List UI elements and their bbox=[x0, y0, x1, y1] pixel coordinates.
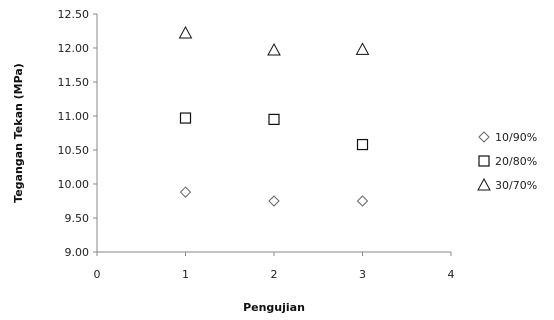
y-tick-label: 11.00 bbox=[58, 110, 90, 123]
y-axis-ticks: 9.00 9.50 10.00 10.50 11.00 11.50 12.00 12.50 bbox=[58, 8, 97, 259]
data-markers bbox=[178, 25, 370, 207]
y-tick-label: 10.50 bbox=[58, 144, 90, 157]
x-tick-label: 3 bbox=[359, 268, 366, 281]
legend-marker-square bbox=[478, 155, 490, 167]
legend-label: 30/70% bbox=[495, 179, 537, 192]
data-point-square bbox=[268, 113, 280, 126]
y-axis-title: Tegangan Tekan (MPa) bbox=[12, 63, 25, 203]
data-point-diamond bbox=[356, 195, 369, 207]
legend-marker-triangle bbox=[477, 177, 491, 191]
data-point-diamond bbox=[179, 186, 192, 198]
y-tick-label: 10.00 bbox=[58, 178, 90, 191]
x-tick-label: 2 bbox=[271, 268, 278, 281]
data-point-square bbox=[356, 138, 369, 151]
x-tick-label: 4 bbox=[448, 268, 455, 281]
y-tick-label: 12.50 bbox=[58, 8, 90, 21]
x-axis-title: Pengujian bbox=[243, 301, 305, 314]
x-tick-label: 1 bbox=[182, 268, 189, 281]
y-tick-label: 11.50 bbox=[58, 76, 90, 89]
y-tick-label: 12.00 bbox=[58, 42, 90, 55]
x-axis-ticks: 0 1 2 3 4 bbox=[94, 252, 455, 281]
y-tick-label: 9.00 bbox=[65, 246, 90, 259]
y-tick-label: 9.50 bbox=[65, 212, 90, 225]
legend-label: 20/80% bbox=[495, 155, 537, 168]
data-point-square bbox=[179, 112, 192, 124]
x-tick-label: 0 bbox=[94, 268, 101, 281]
legend: 10/90% 20/80% 30/70% bbox=[477, 131, 537, 192]
legend-label: 10/90% bbox=[495, 131, 537, 144]
data-point-triangle bbox=[178, 25, 193, 39]
data-point-triangle bbox=[355, 42, 370, 55]
legend-marker-diamond bbox=[478, 131, 490, 143]
data-point-triangle bbox=[267, 42, 281, 56]
data-point-diamond bbox=[268, 195, 280, 207]
